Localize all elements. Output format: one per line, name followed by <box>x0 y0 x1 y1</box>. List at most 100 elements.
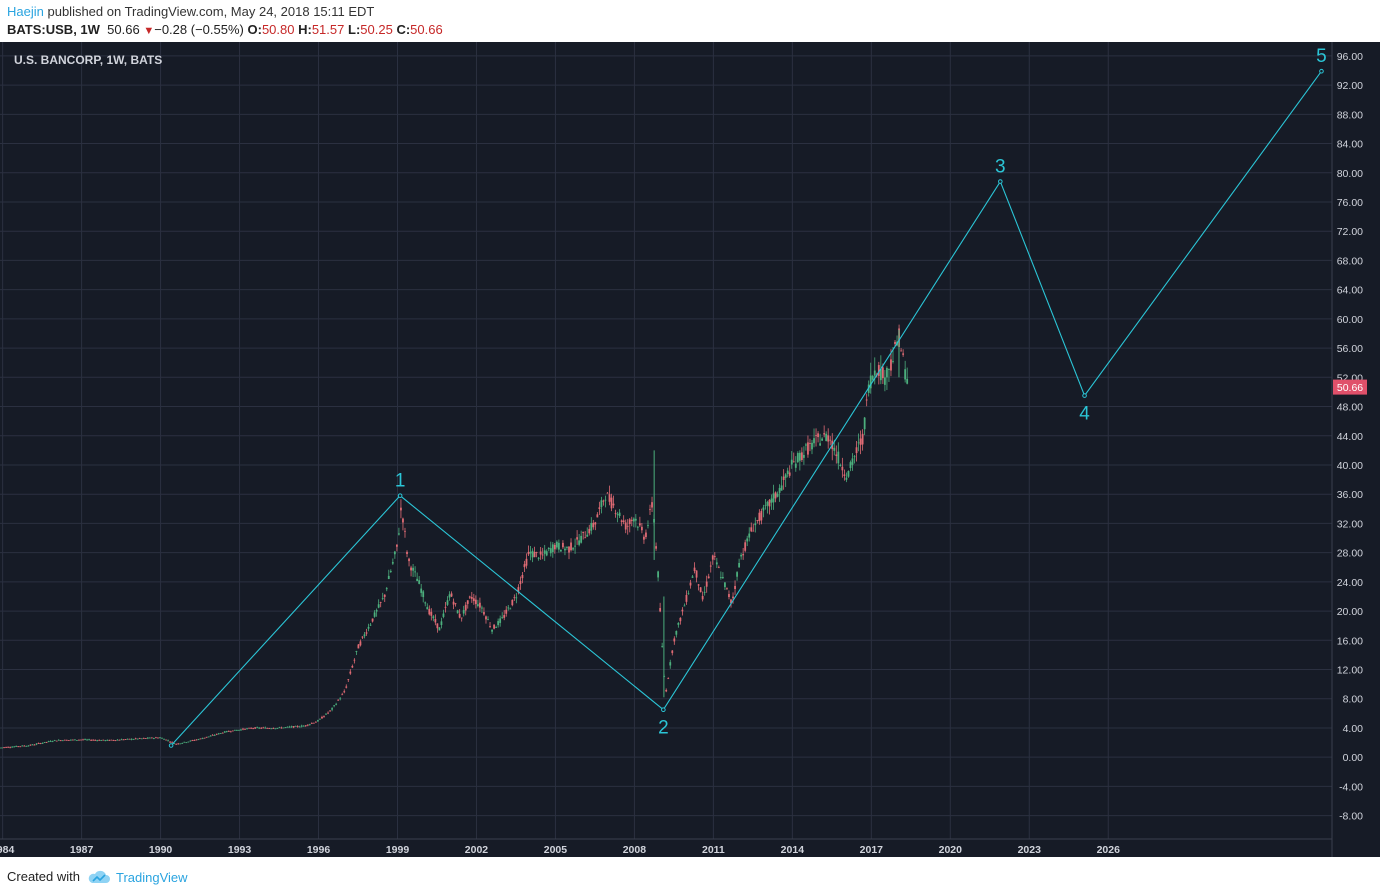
candle-body <box>762 507 765 511</box>
candle-body <box>213 734 216 736</box>
chart-area[interactable]: 1 2 3 4 5 96.00 92.00 88.00 84.00 80.00 76.00 72.0… <box>0 42 1380 857</box>
candle-body <box>177 743 180 745</box>
candle-body <box>584 537 587 539</box>
price-tick-label: 16.00 <box>1337 635 1363 647</box>
candle-body <box>632 518 635 522</box>
price-chart[interactable]: 1 2 3 4 5 96.00 92.00 88.00 84.00 80.00 76.00 72.0… <box>0 42 1380 857</box>
candle-body <box>195 739 198 741</box>
candle-body <box>43 741 46 743</box>
candle-body <box>746 538 749 542</box>
candle-body <box>175 743 178 745</box>
candle-body <box>159 737 161 739</box>
candle-body <box>317 720 319 722</box>
candle-body <box>86 739 88 741</box>
candle-body <box>564 548 566 551</box>
candle-body <box>365 632 368 634</box>
candle-body <box>641 526 643 531</box>
candle-body <box>74 739 76 741</box>
candle-body <box>327 712 329 714</box>
author-link[interactable]: Haejin <box>7 4 44 19</box>
candle-body <box>67 740 70 741</box>
candle-body <box>369 624 372 626</box>
candle-body <box>402 518 404 523</box>
candle-body <box>215 733 218 735</box>
price-tick-label: 76.00 <box>1337 197 1363 209</box>
candle-body <box>730 599 732 604</box>
candle-body <box>80 739 82 741</box>
footer: Created with TradingView <box>0 857 1380 894</box>
candle-body <box>491 629 493 632</box>
candle-body <box>314 721 317 723</box>
last-price-badge-label: 50.66 <box>1337 382 1363 394</box>
candle-body <box>657 571 660 578</box>
price-tick-label: 40.00 <box>1337 460 1363 472</box>
candle-body <box>681 609 684 612</box>
candle-body <box>416 578 419 582</box>
candle-body <box>904 369 907 380</box>
candle-body <box>778 487 781 493</box>
candle-body <box>851 458 854 465</box>
open-value: 50.80 <box>261 22 295 37</box>
candle-body <box>114 740 117 741</box>
time-tick-label: 1987 <box>70 844 94 856</box>
candle-body <box>760 511 763 521</box>
candle-body <box>669 662 672 666</box>
symbol-label[interactable]: BATS:USB, 1W <box>7 22 100 37</box>
time-tick-label: 1993 <box>228 844 252 856</box>
candle-body <box>643 536 645 540</box>
candle-body <box>110 739 113 741</box>
low-label: L: <box>348 22 361 37</box>
candle-body <box>25 745 28 747</box>
candle-body <box>242 728 244 730</box>
candle-body <box>665 689 668 692</box>
candle-body <box>726 587 728 589</box>
candle-body <box>248 727 250 729</box>
candle-body <box>282 727 285 729</box>
candle-body <box>590 522 593 531</box>
candle-body <box>529 551 532 554</box>
candle-body <box>780 485 783 491</box>
price-tick-label: -8.00 <box>1339 811 1363 823</box>
candle-body <box>754 523 757 526</box>
tradingview-logo-link[interactable]: TradingView <box>88 867 188 887</box>
candle-body <box>278 727 281 729</box>
candle-body <box>288 726 291 728</box>
candle-body <box>768 499 771 507</box>
candle-body <box>112 740 115 741</box>
candle-body <box>764 505 767 507</box>
candle-body <box>142 738 145 739</box>
candle-body <box>333 705 336 707</box>
time-tick-label: 2002 <box>465 844 489 856</box>
candle-body <box>722 577 724 579</box>
wave-label-1: 1 <box>395 471 406 492</box>
candle-body <box>229 731 232 733</box>
candle-body <box>349 671 352 674</box>
candle-body <box>521 575 524 579</box>
candle-body <box>3 747 5 749</box>
chart-header: Haejin published on TradingView.com, May… <box>0 0 1380 42</box>
candle-body <box>843 474 846 476</box>
candle-body <box>144 738 147 739</box>
candle-body <box>191 740 194 741</box>
candle-body <box>59 740 62 742</box>
wave-point <box>168 743 174 748</box>
candle-body <box>636 526 639 528</box>
candle-body <box>193 740 196 741</box>
candle-body <box>485 616 487 620</box>
candle-body <box>410 567 412 571</box>
candle-body <box>827 435 830 442</box>
price-tick-label: 64.00 <box>1337 285 1363 297</box>
candle-body <box>100 740 103 741</box>
candle-body <box>436 623 439 629</box>
candle-body <box>574 545 576 547</box>
candle-body <box>361 636 364 638</box>
candle-body <box>543 550 546 554</box>
candle-body <box>438 627 441 631</box>
candle-body <box>150 737 153 739</box>
candle-body <box>541 554 544 556</box>
candle-body <box>671 650 674 654</box>
candle-body <box>308 724 311 726</box>
candle-body <box>47 741 50 743</box>
candle-body <box>673 638 676 642</box>
candle-body <box>254 727 257 729</box>
